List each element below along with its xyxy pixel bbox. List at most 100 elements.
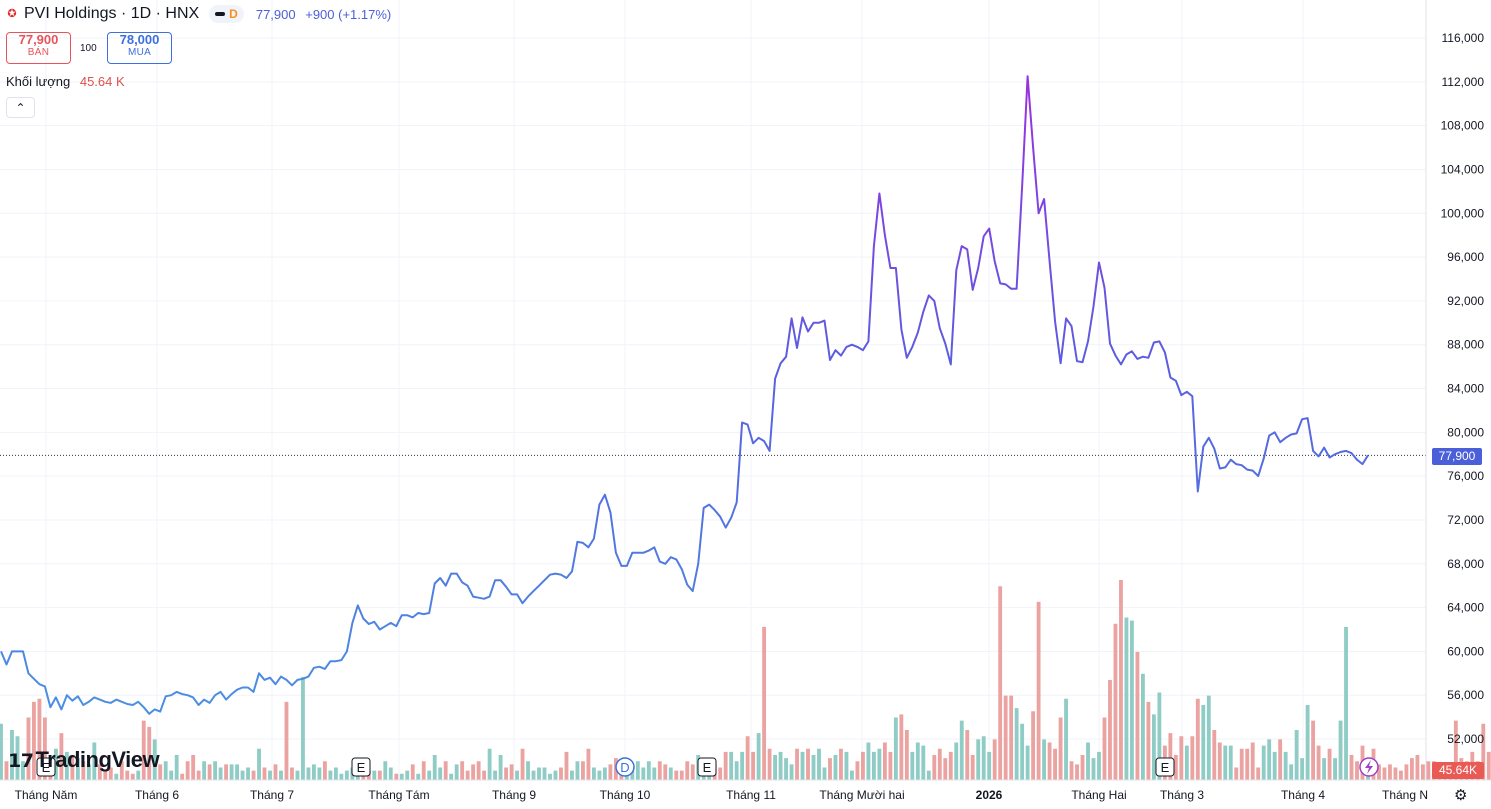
y-tick-label: 112,000 [1442,75,1485,89]
volume-bar [1058,717,1063,780]
volume-bar [1234,767,1239,780]
volume-bar [312,764,316,780]
volume-bar [515,770,519,780]
volume-bar [59,733,64,780]
collapse-chevron-icon[interactable]: ⌃ [6,97,35,118]
volume-bar [729,751,734,780]
volume-bar [372,770,377,780]
header-last-price: 77,900 [255,6,296,22]
volume-bar [1108,680,1112,780]
volume-bar [778,751,783,780]
x-tick-label: 2026 [976,788,1003,802]
header-change: +900 (+1.17%) [305,6,392,22]
volume-bar [476,761,481,780]
volume-bar [1355,761,1359,780]
volume-bar [465,770,470,780]
volume-bar [602,767,607,780]
volume-bar [1091,758,1096,780]
volume-bar [646,761,651,780]
volume-bar [1053,748,1057,780]
volume-bar [1311,720,1316,780]
volume-bar [394,773,399,780]
volume-bar [1377,764,1381,780]
volume-bar [1322,758,1327,780]
grid-lines [0,0,1426,780]
volume-bar [37,698,42,780]
volume-bar [1130,620,1134,780]
symbol-title[interactable]: PVI Holdings · 1D · HNX [24,5,200,22]
volume-bar [328,770,333,780]
volume-bar [81,761,86,780]
x-tick-label: Tháng Tám [368,788,429,802]
volume-bar [10,730,14,780]
volume-bar [405,770,410,780]
volume-bar [981,736,986,780]
volume-bar [1184,745,1189,780]
volume-bar [32,701,36,780]
volume-bar [279,770,283,780]
tradingview-mark-icon: 𝟭𝟳 [8,751,34,772]
volume-bar [597,770,602,780]
volume-bar [811,755,816,780]
volume-bar [685,761,690,780]
volume-bar [108,767,113,780]
tradingview-wordmark: TradingView [35,747,160,772]
y-tick-label: 104,000 [1441,162,1485,176]
volume-bar [591,767,596,780]
volume-bar [1124,617,1129,780]
tradingview-logo[interactable]: 𝟭𝟳TradingView [8,747,160,773]
volume-bar [273,764,278,780]
volume-bar [915,742,920,780]
volume-bar [1481,723,1486,780]
volume-bar [1294,730,1299,780]
header-quote: 77,900 +900 (+1.17%) [256,7,391,22]
volume-bar [1190,736,1195,780]
volume-bar [240,770,245,780]
volume-bar [141,720,146,780]
volume-bar [268,770,272,780]
y-tick-label: 56,000 [1447,688,1484,702]
volume-bar [679,770,684,780]
volume-bar [526,761,530,780]
volume-bar [438,767,443,780]
volume-bar [21,761,25,780]
volume-bar [1047,742,1052,780]
volume-bar [180,773,185,780]
volume-bar [784,758,788,780]
volume-bar [756,733,761,780]
volume-bar [213,761,218,780]
volume-bar [1399,770,1403,780]
volume-bar [1349,755,1354,780]
y-tick-label: 116,000 [1442,31,1485,45]
volume-bar [504,767,508,780]
volume-bar [674,770,679,780]
earnings-marker-icon: E [36,757,56,777]
volume-bar [795,748,799,780]
buy-button[interactable]: 78,000 MUA [107,32,172,64]
marker-letter: E [703,760,712,775]
sell-button[interactable]: 77,900 BÁN [6,32,71,64]
volume-bar [789,764,794,780]
volume-bar [1486,751,1491,780]
marker-letter: D [620,760,629,775]
volume-bar [1179,736,1184,780]
volume-bar [1223,745,1228,780]
volume-bar [806,748,810,780]
volume-bar [460,761,465,780]
volume-bar [388,767,393,780]
volume-bar [1300,758,1305,780]
earnings-marker-icon: E [351,757,371,777]
volume-legend-value: 45.64 K [79,74,125,89]
volume-bar [531,770,536,780]
interval-pill[interactable]: D [209,5,244,23]
volume-bar [657,761,662,780]
volume-bar [882,742,887,780]
volume-bar [454,764,459,780]
volume-bar [1267,739,1272,780]
volume-bar [1426,761,1431,780]
volume-bar [306,767,311,780]
settings-gear-icon[interactable]: ⚙ [1454,787,1468,804]
volume-bar [904,730,909,780]
